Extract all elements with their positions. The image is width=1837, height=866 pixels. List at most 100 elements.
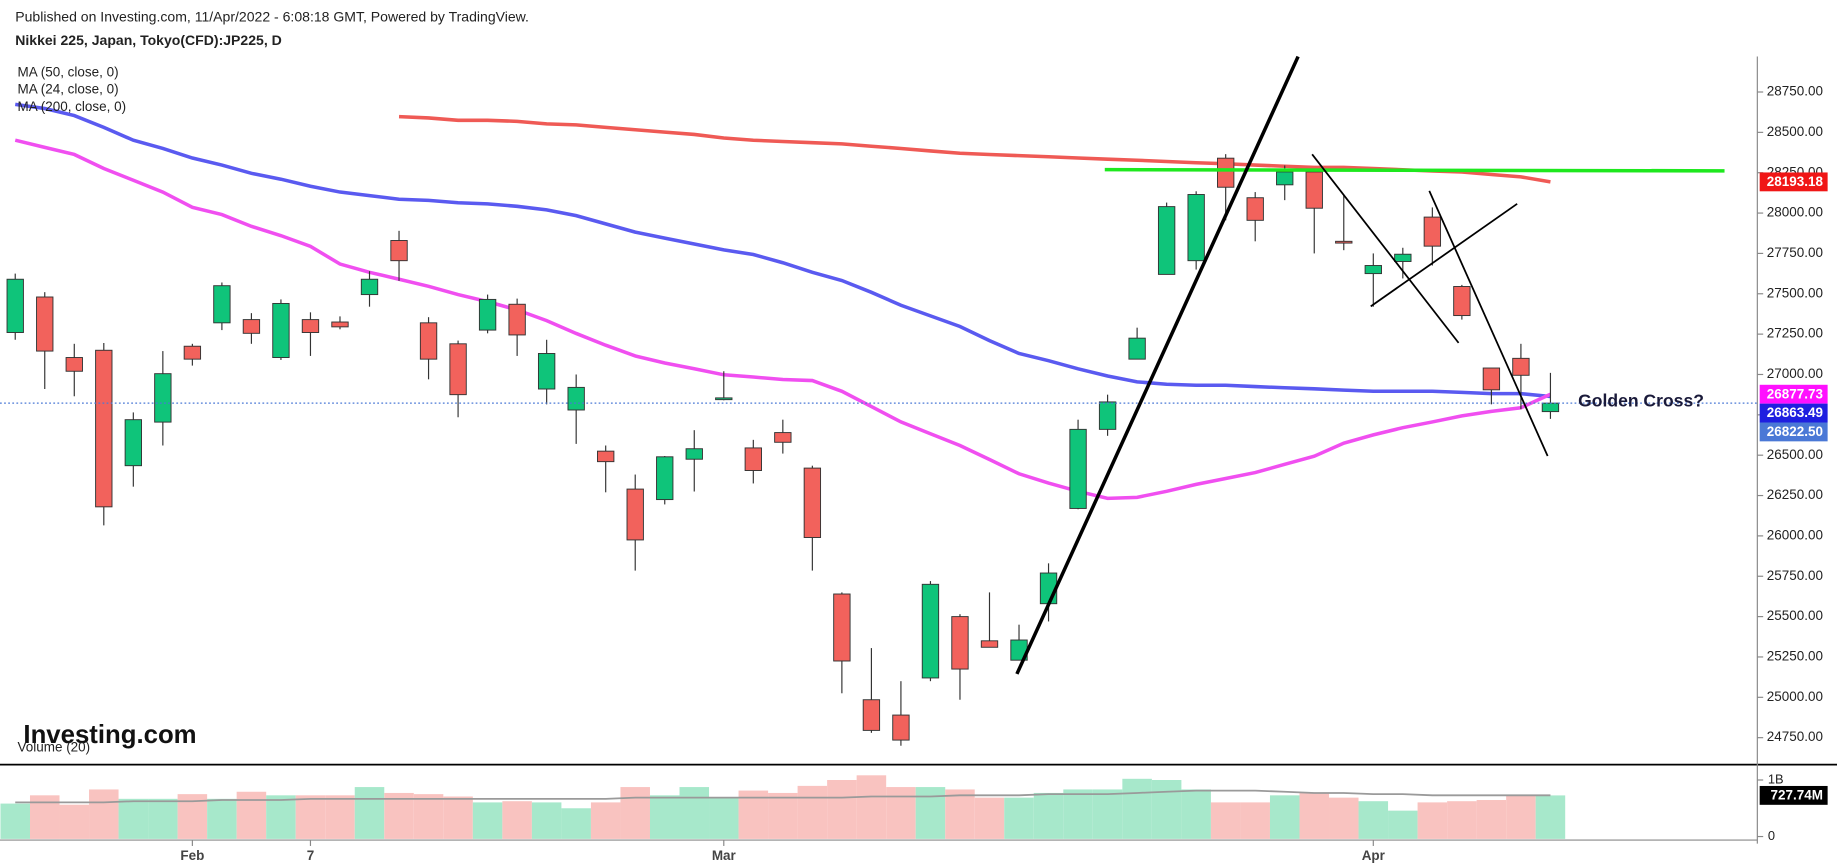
price-badge xyxy=(1759,384,1828,404)
volume-bar xyxy=(1240,802,1270,839)
y-tick-label: 25000.00 xyxy=(1767,689,1823,704)
candle-body xyxy=(833,593,851,662)
candle-body xyxy=(1482,367,1501,391)
published: Published on Investing.com, 11/Apr/2022 … xyxy=(15,8,529,24)
price-badge xyxy=(1759,422,1828,442)
volume-bar xyxy=(886,787,916,839)
candle-body xyxy=(1187,194,1205,262)
candle-body xyxy=(272,302,290,359)
candle-body xyxy=(1217,157,1235,188)
candle-body xyxy=(1453,286,1471,317)
volume-bar xyxy=(1092,789,1123,839)
candle-body xyxy=(1335,240,1353,244)
candle-body xyxy=(744,447,762,471)
y-tick-label: 0 xyxy=(1768,828,1775,843)
candle-body xyxy=(360,278,379,296)
candle-body xyxy=(36,296,54,352)
volume-bar xyxy=(827,779,857,839)
candle-body xyxy=(921,583,940,679)
volume-bar xyxy=(531,802,562,839)
volume-bar xyxy=(354,787,385,839)
candle-body xyxy=(803,467,822,538)
volume-bar xyxy=(1447,801,1477,839)
volume-bar xyxy=(1476,800,1507,839)
volume-bar xyxy=(1535,795,1566,839)
candle-body xyxy=(1305,171,1323,209)
volume-bar xyxy=(59,804,90,839)
candle-body xyxy=(1157,206,1176,275)
y-tick-label: 27750.00 xyxy=(1767,245,1823,260)
y-tick-label: 28500.00 xyxy=(1767,124,1823,139)
candle-body xyxy=(331,321,349,328)
resistance-line xyxy=(1104,167,1725,173)
candle-body xyxy=(1394,253,1412,262)
candle-body xyxy=(95,349,113,508)
volume-bar xyxy=(768,792,798,839)
candle-body xyxy=(478,298,497,331)
volume-bar xyxy=(561,808,591,839)
price-badge-label: 26863.49 xyxy=(1767,405,1823,420)
x-tick-label: Feb xyxy=(180,848,204,863)
volume-bar xyxy=(0,803,30,839)
y-tick-label: 25750.00 xyxy=(1767,568,1823,583)
y-tick-label: 27250.00 xyxy=(1767,326,1823,341)
candle-body xyxy=(242,319,261,334)
ma-line xyxy=(14,102,1551,399)
volume-bar xyxy=(915,787,946,839)
trend-line xyxy=(1311,153,1460,344)
y-tick-label: 28000.00 xyxy=(1767,205,1823,220)
volume-bar xyxy=(1358,801,1389,839)
candle-body xyxy=(597,450,615,463)
x-tick-label: Mar xyxy=(712,848,737,863)
candle-body xyxy=(1423,216,1442,247)
y-tick-label: 25250.00 xyxy=(1767,648,1823,663)
candle-body xyxy=(1364,265,1382,275)
y-tick-label: 24750.00 xyxy=(1767,729,1823,744)
candle-body xyxy=(390,240,408,262)
x-tick-label: 7 xyxy=(307,848,314,863)
chart-title: Nikkei 225, Japan, Tokyo(CFD):JP225, D xyxy=(15,32,282,48)
volume-bar xyxy=(974,797,1005,839)
annotation: Golden Cross? xyxy=(1578,390,1704,410)
volume-bar xyxy=(1329,797,1359,839)
price-badge-label: 26822.50 xyxy=(1767,424,1823,439)
candle-body xyxy=(1128,337,1146,360)
candle-body xyxy=(1069,428,1087,509)
volume-bar xyxy=(856,775,887,839)
volume-bar xyxy=(1004,797,1034,839)
volume-bar xyxy=(1269,795,1300,839)
candle-body xyxy=(567,386,585,411)
candle-body xyxy=(1512,357,1530,376)
candle-body xyxy=(1541,402,1560,413)
trend-line xyxy=(1015,55,1300,675)
volume-bar xyxy=(118,798,149,839)
volume-badge xyxy=(1759,785,1828,805)
x-tick-label: Apr xyxy=(1362,848,1386,863)
candle-body xyxy=(124,419,142,467)
volume-bar xyxy=(266,795,296,839)
candle-body xyxy=(419,322,438,360)
candle-body xyxy=(183,345,202,360)
legend-entry: MA (24, close, 0) xyxy=(18,82,119,97)
price-badge xyxy=(1759,172,1828,192)
candle-body xyxy=(6,278,24,333)
candle-body xyxy=(951,616,969,670)
candle-body xyxy=(626,488,644,541)
volume-bar xyxy=(1122,778,1152,839)
candle-body xyxy=(1098,401,1117,430)
volume-bar xyxy=(1388,810,1418,839)
volume-bar xyxy=(325,795,355,839)
trend-line xyxy=(1370,203,1518,308)
ma-line xyxy=(14,138,1552,501)
legend-entry: MA (200, close, 0) xyxy=(18,99,127,114)
volume-bar xyxy=(472,802,503,839)
trend-line xyxy=(1428,190,1549,457)
candle-body xyxy=(213,285,231,324)
y-tick-label: 28750.00 xyxy=(1767,84,1823,99)
candle-body xyxy=(656,456,674,501)
candle-body xyxy=(980,640,999,648)
volume-ma-line xyxy=(15,789,1551,804)
